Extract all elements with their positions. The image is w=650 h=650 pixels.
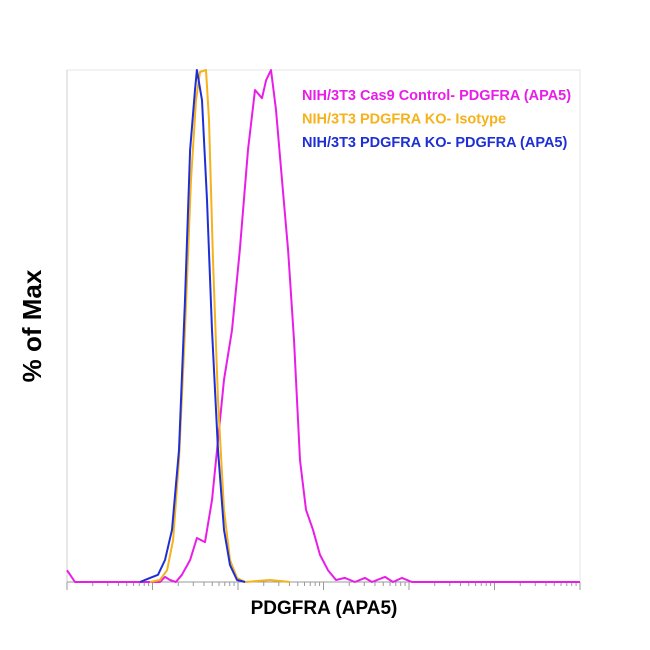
legend-entry: NIH/3T3 PDGFRA KO- PDGFRA (APA5) bbox=[302, 135, 567, 151]
x-axis-label: PDGFRA (APA5) bbox=[251, 598, 398, 619]
legend-entry: NIH/3T3 PDGFRA KO- Isotype bbox=[302, 111, 506, 127]
histogram-line bbox=[139, 69, 246, 583]
histogram-line bbox=[66, 69, 580, 583]
y-axis-label: % of Max bbox=[17, 269, 47, 382]
legend-entry: NIH/3T3 Cas9 Control- PDGFRA (APA5) bbox=[302, 88, 571, 104]
histogram-line bbox=[149, 69, 291, 583]
